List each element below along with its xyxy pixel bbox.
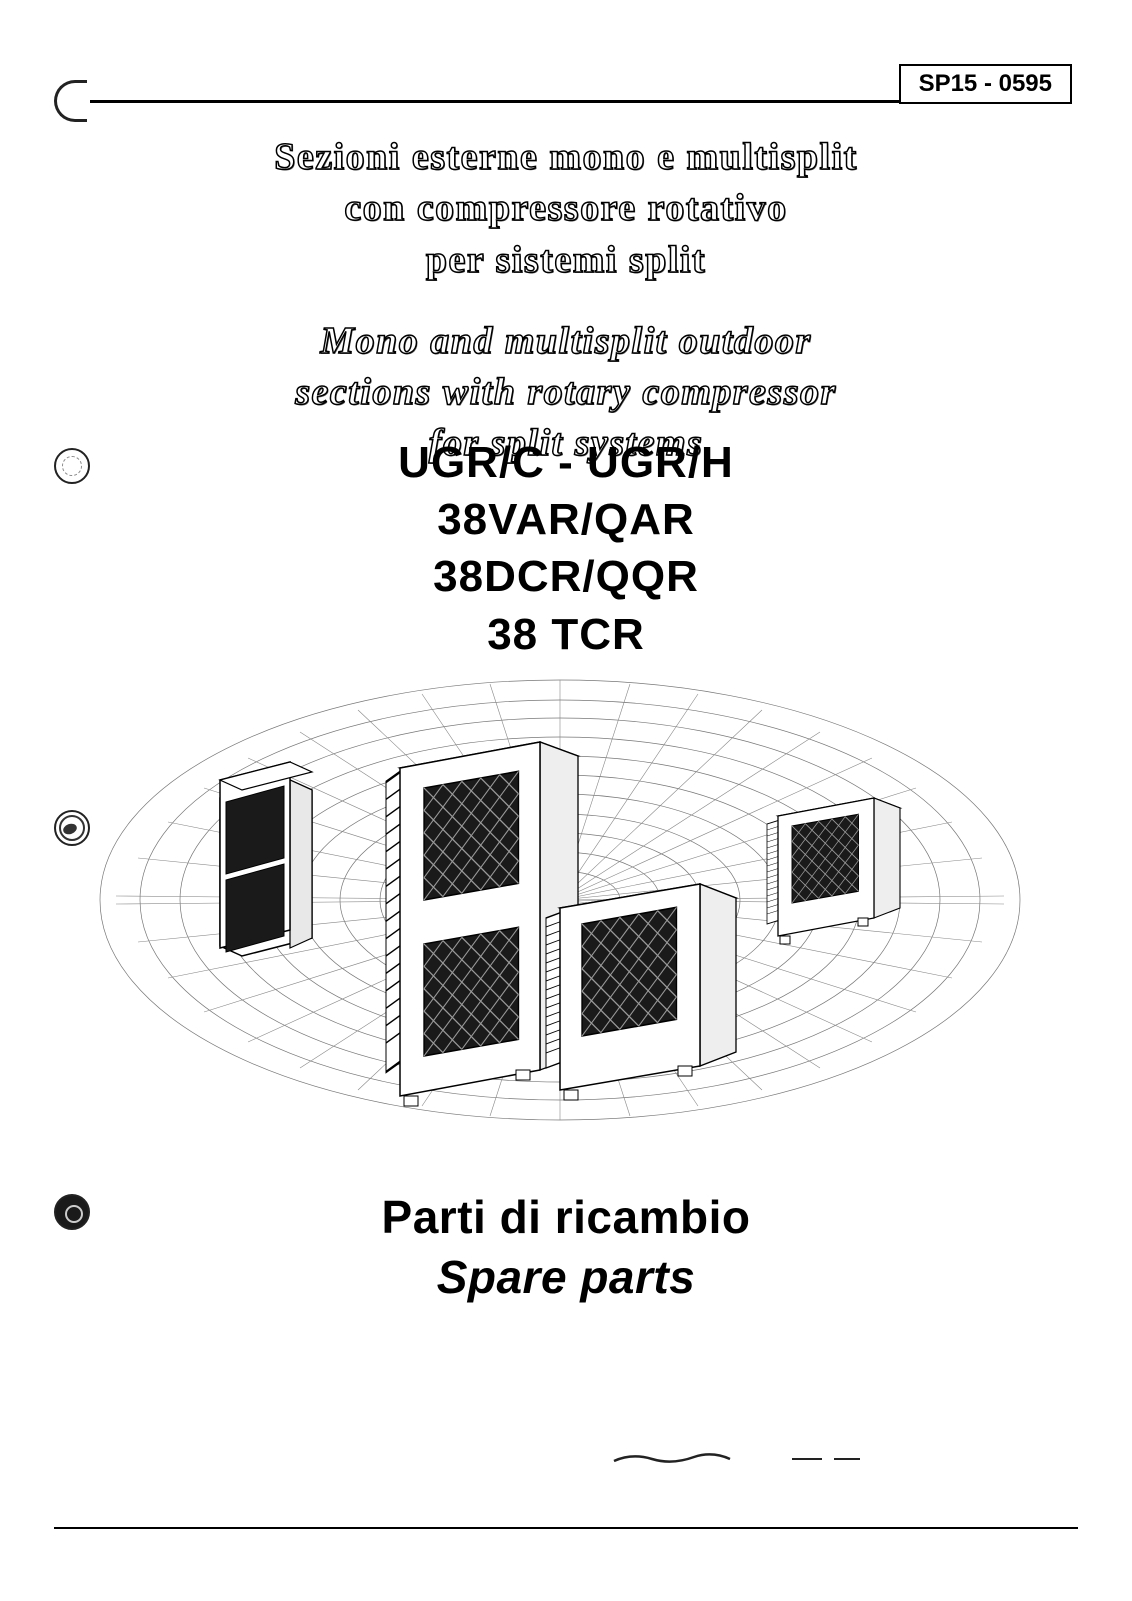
footer-rule xyxy=(54,1527,1078,1529)
scan-artifact xyxy=(612,1449,872,1467)
footer-title: Parti di ricambio Spare parts xyxy=(0,1190,1132,1304)
footer-italian: Parti di ricambio xyxy=(0,1190,1132,1244)
footer-english: Spare parts xyxy=(0,1250,1132,1304)
header-rule xyxy=(88,100,900,103)
binder-hole-icon xyxy=(54,810,90,846)
model-line: 38 TCR xyxy=(0,606,1132,663)
page: SP15 - 0595 Sezioni esterne mono e multi… xyxy=(0,0,1132,1601)
binder-hole-icon xyxy=(54,80,90,116)
model-line: UGR/C - UGR/H xyxy=(0,434,1132,491)
title-italian: Sezioni esterne mono e multisplit con co… xyxy=(0,132,1132,286)
title-en-line2: sections with rotary compressor xyxy=(0,367,1132,418)
model-line: 38DCR/QQR xyxy=(0,548,1132,605)
title-en-line1: Mono and multisplit outdoor xyxy=(0,316,1132,367)
model-line: 38VAR/QAR xyxy=(0,491,1132,548)
title-block: Sezioni esterne mono e multisplit con co… xyxy=(0,132,1132,470)
product-illustration xyxy=(90,660,1030,1140)
title-it-line3: per sistemi split xyxy=(0,235,1132,286)
title-it-line2: con compressore rotativo xyxy=(0,183,1132,234)
document-code: SP15 - 0595 xyxy=(899,64,1072,104)
title-it-line1: Sezioni esterne mono e multisplit xyxy=(0,132,1132,183)
model-numbers: UGR/C - UGR/H 38VAR/QAR 38DCR/QQR 38 TCR xyxy=(0,434,1132,663)
